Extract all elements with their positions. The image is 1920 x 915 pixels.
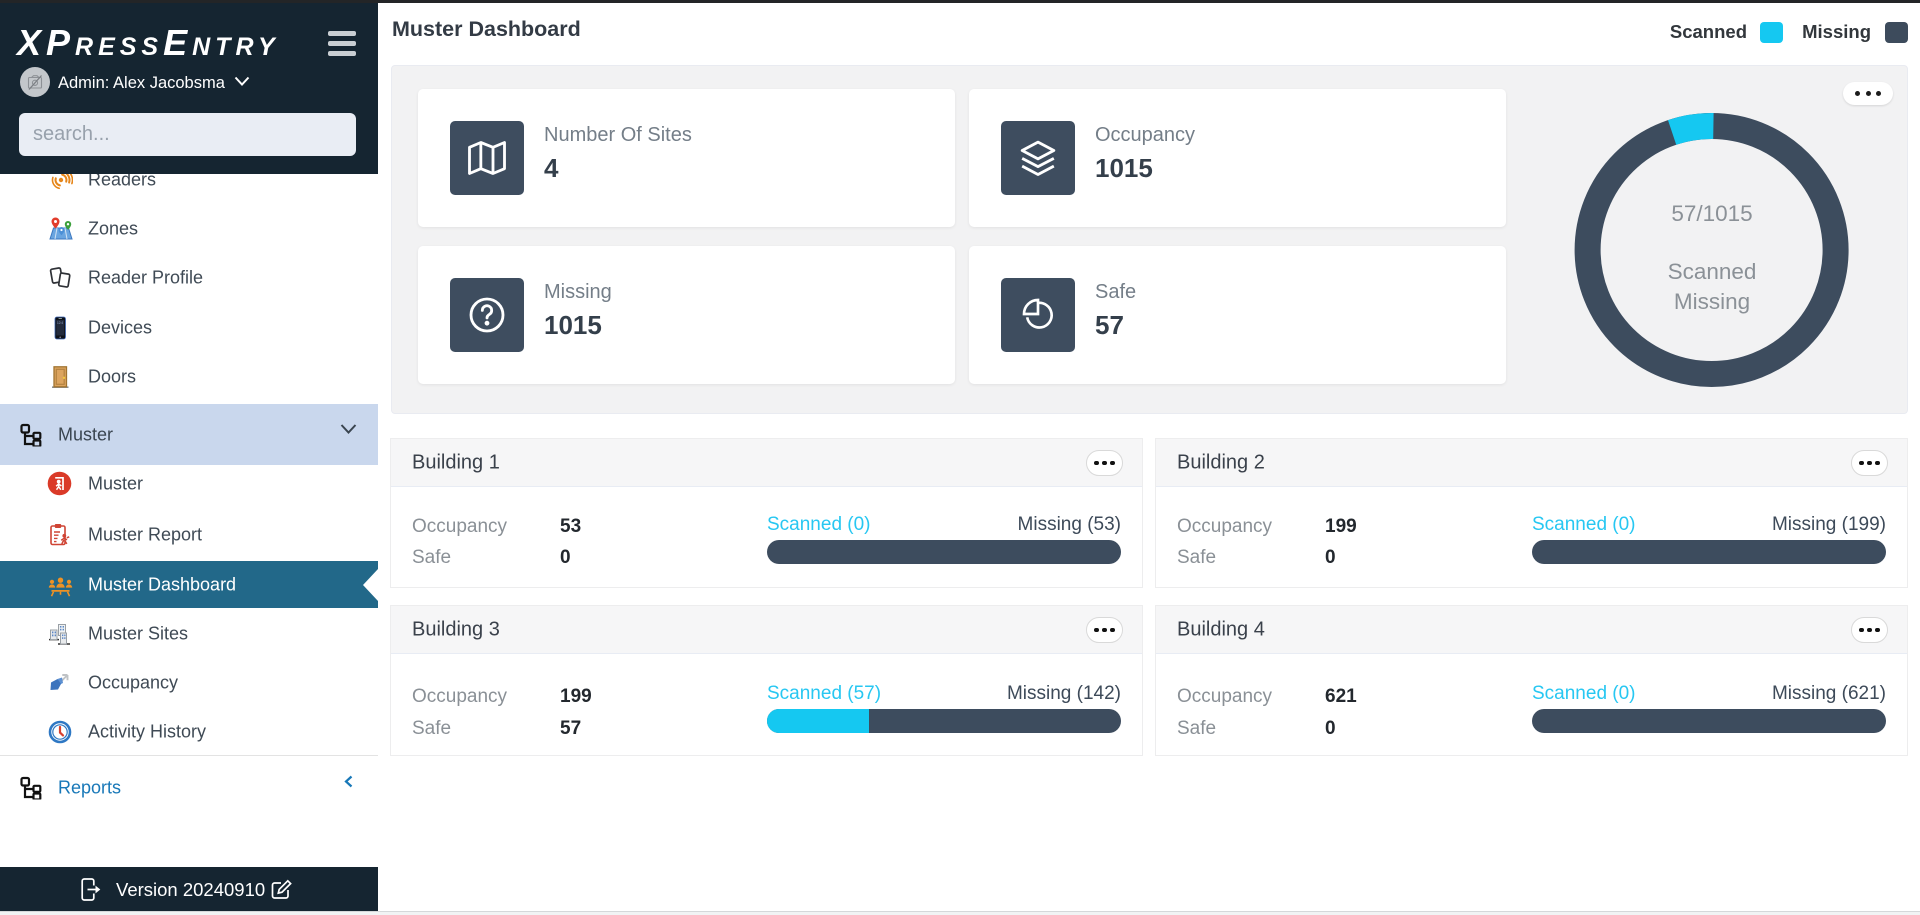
- svg-text:12:4: 12:4: [57, 321, 63, 325]
